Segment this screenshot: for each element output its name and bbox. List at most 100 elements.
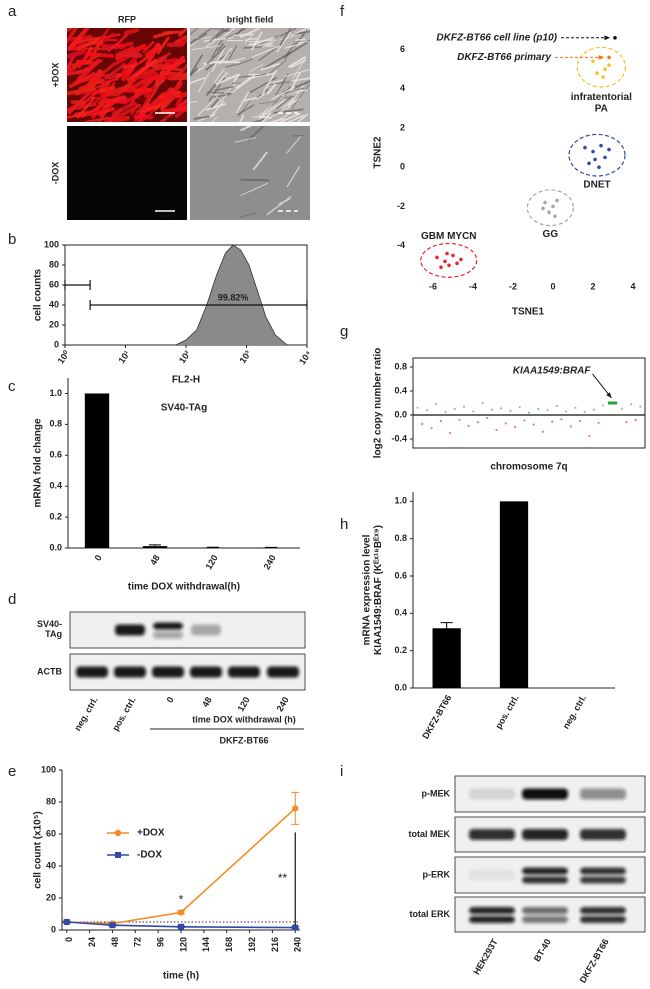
blot-band <box>522 876 568 884</box>
cell <box>295 38 306 42</box>
blot-band <box>469 869 515 881</box>
cell <box>190 100 198 104</box>
point <box>602 404 605 407</box>
lane-label: 0 <box>165 695 176 704</box>
point <box>592 408 596 411</box>
panel-label: c <box>8 378 16 395</box>
cluster-outline <box>420 242 478 278</box>
bar <box>432 628 461 688</box>
point <box>486 416 489 420</box>
cell <box>284 42 306 49</box>
y-tick-label: 80 <box>46 796 56 806</box>
chart-title: SV40-TAg <box>161 403 208 414</box>
cell <box>135 80 152 99</box>
cell <box>233 137 257 143</box>
cell <box>78 90 99 110</box>
x-tick-label: pos. ctrl. <box>493 693 520 730</box>
cell <box>266 195 292 216</box>
cluster-outline <box>576 46 626 88</box>
point <box>435 255 439 260</box>
cell <box>291 84 310 109</box>
cell <box>197 72 210 93</box>
blot-band <box>115 624 145 636</box>
cell <box>130 75 153 90</box>
x-tick-label: 2 <box>590 281 595 291</box>
marker <box>63 919 70 925</box>
cell <box>258 100 278 105</box>
y-tick-label: 0.8 <box>394 533 407 543</box>
cell <box>123 28 139 36</box>
cell <box>210 100 225 118</box>
x-tick-label: 240 <box>293 937 303 952</box>
point <box>443 259 447 264</box>
y-tick-label: 0.4 <box>394 608 407 618</box>
cell <box>286 166 300 187</box>
point <box>555 198 559 203</box>
point <box>527 411 531 414</box>
cell <box>104 62 126 80</box>
cell <box>174 35 187 45</box>
cell <box>122 87 153 93</box>
x-tick-label: 10¹ <box>116 349 132 365</box>
blot-band <box>522 916 568 923</box>
cell <box>163 55 186 75</box>
cell <box>100 77 119 85</box>
y-tick-label: 60 <box>46 828 56 838</box>
cell <box>287 56 307 68</box>
cell <box>279 28 297 37</box>
point <box>421 422 424 426</box>
cell <box>275 96 292 110</box>
cell <box>98 85 115 93</box>
y-axis-label: cell count (x10⁵) <box>33 811 44 889</box>
point <box>455 261 459 266</box>
blot-background <box>454 896 646 933</box>
cell <box>240 182 269 196</box>
blot-band <box>522 867 568 875</box>
point <box>597 165 601 170</box>
cell <box>254 73 267 77</box>
blot-band <box>580 788 626 800</box>
lane-label: HEK293T <box>471 937 500 977</box>
cell <box>190 39 199 48</box>
cell <box>268 81 291 85</box>
x-tick-label: 168 <box>224 937 234 952</box>
point <box>603 67 607 71</box>
cell <box>86 106 112 116</box>
y-tick-label: 0.2 <box>49 511 62 521</box>
point <box>599 143 603 148</box>
area-fill <box>175 245 288 345</box>
gate-label: 99.82% <box>218 292 249 302</box>
cell <box>191 45 222 51</box>
cell <box>156 36 170 55</box>
cell <box>67 54 76 73</box>
blot-band <box>580 907 626 914</box>
cell <box>190 77 206 85</box>
cell <box>112 101 137 116</box>
cell <box>278 91 301 97</box>
cell <box>190 33 208 44</box>
blot-band <box>469 788 515 800</box>
series-line <box>66 921 296 929</box>
blot-row-label: p-ERK <box>423 869 451 879</box>
cluster-label: DNET <box>583 180 610 191</box>
blot-band <box>152 666 184 678</box>
x-tick-label: 96 <box>156 937 166 947</box>
y-tick-label: -4 <box>397 240 405 250</box>
y-tick-label: 60 <box>49 279 59 289</box>
cell <box>278 34 300 41</box>
column-header: RFP <box>118 14 136 24</box>
point <box>495 428 498 432</box>
bar <box>499 501 529 688</box>
point <box>547 210 551 215</box>
panel-label: f <box>340 3 345 20</box>
cell <box>213 68 225 84</box>
scale-bar-label: 200 µm <box>158 115 172 120</box>
y-tick-label: 0 <box>400 162 405 172</box>
y-tick-label: 0.0 <box>49 542 62 552</box>
point <box>541 206 545 211</box>
blot-background <box>69 653 306 691</box>
marker <box>292 805 299 812</box>
point <box>607 55 611 60</box>
point <box>583 410 586 414</box>
